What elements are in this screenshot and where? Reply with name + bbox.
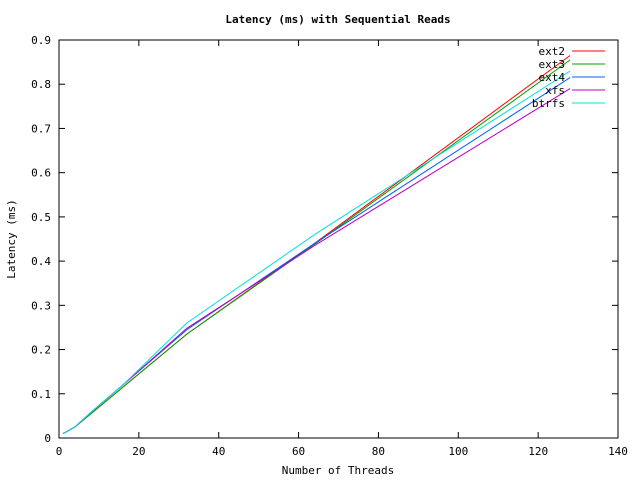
legend-label-btrfs: btrfs (532, 97, 565, 110)
y-tick-label: 0.4 (31, 255, 51, 268)
y-tick-label: 0.7 (31, 122, 51, 135)
y-tick-label: 0.2 (31, 344, 51, 357)
x-tick-label: 20 (132, 445, 145, 458)
legend-label-ext3: ext3 (539, 58, 566, 71)
series-line-btrfs (62, 70, 571, 435)
y-tick-label: 0.3 (31, 299, 51, 312)
series-line-xfs (62, 88, 571, 435)
x-tick-label: 120 (528, 445, 548, 458)
y-tick-label: 0.6 (31, 167, 51, 180)
y-tick-label: 0.9 (31, 34, 51, 47)
y-tick-label: 0.1 (31, 388, 51, 401)
x-tick-label: 0 (56, 445, 63, 458)
legend-label-ext2: ext2 (539, 45, 566, 58)
y-tick-label: 0 (44, 432, 51, 445)
axis-ticks: 0 20 40 60 80 100 120 140 0 0.1 0.2 0.3 0.4 0.5 0.6 0.7… (31, 34, 628, 458)
x-axis-label: Number of Threads (282, 464, 395, 477)
x-tick-label: 40 (212, 445, 225, 458)
x-tick-label: 60 (292, 445, 305, 458)
plot-frame (58, 39, 619, 439)
series-line-ext4 (62, 77, 571, 435)
series-lines (62, 55, 571, 435)
y-tick-label: 0.5 (31, 211, 51, 224)
x-tick-label: 100 (448, 445, 468, 458)
series-line-ext3 (62, 59, 571, 435)
y-tick-label: 0.8 (31, 78, 51, 91)
legend-label-xfs: xfs (545, 84, 565, 97)
legend-label-ext4: ext4 (539, 71, 566, 84)
x-tick-label: 140 (608, 445, 628, 458)
chart-title: Latency (ms) with Sequential Reads (225, 13, 450, 26)
x-tick-label: 80 (372, 445, 385, 458)
y-axis-label: Latency (ms) (5, 199, 18, 278)
